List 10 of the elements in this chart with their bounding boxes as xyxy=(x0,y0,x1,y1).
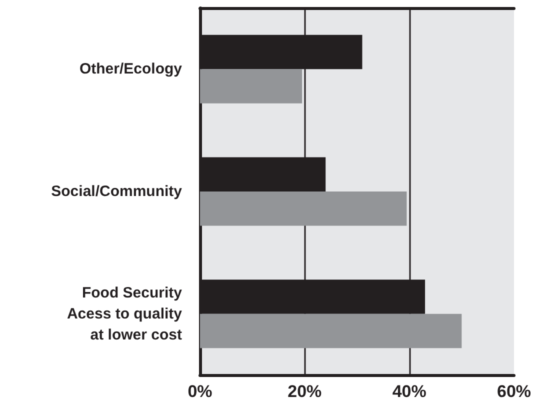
y-tick-label: Other/Ecology xyxy=(79,60,183,78)
bar xyxy=(200,314,462,348)
y-tick-label: Social/Community xyxy=(51,183,183,200)
x-tick-label: 60% xyxy=(496,382,532,401)
bar xyxy=(200,192,407,226)
x-tick-label: 40% xyxy=(392,382,426,401)
bar xyxy=(200,69,302,104)
x-tick-label: 20% xyxy=(288,382,322,401)
y-tick-label: Food Security Acess to quality at lower cost xyxy=(66,284,183,344)
x-tick-label: 0% xyxy=(188,382,212,401)
